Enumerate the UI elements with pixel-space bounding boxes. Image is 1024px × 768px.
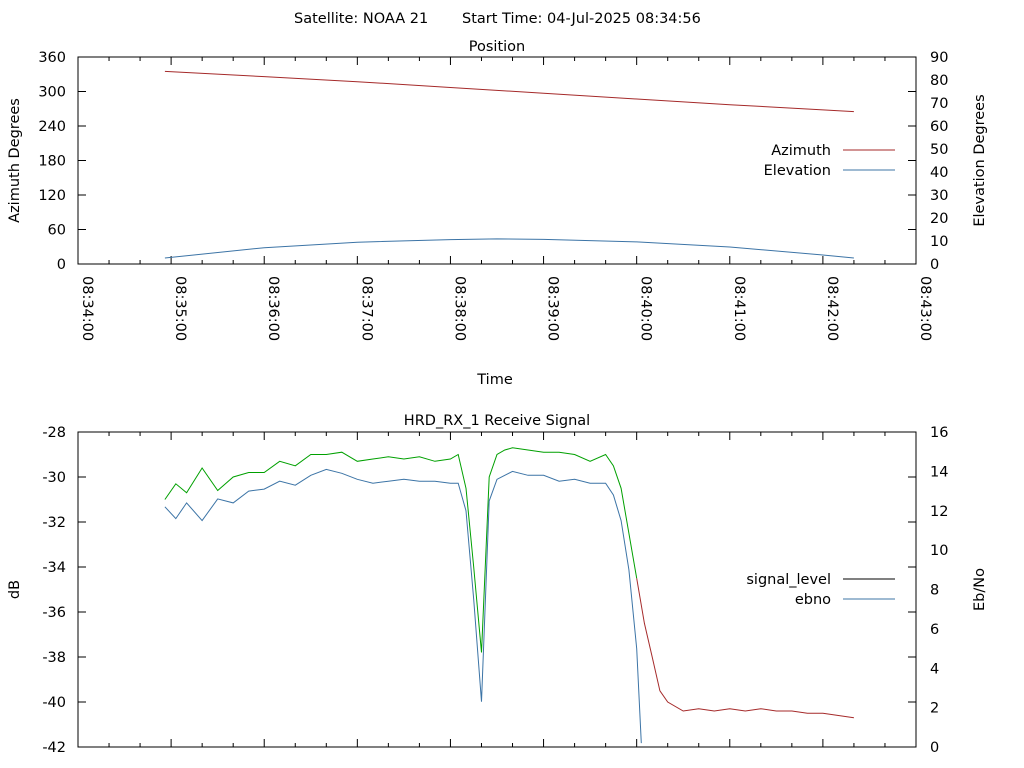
y2-axis-label: Eb/No xyxy=(972,568,988,611)
legend-label: signal_level xyxy=(746,572,831,588)
plot-title: HRD_RX_1 Receive Signal xyxy=(404,413,590,429)
position-plot: Position 0 60 120 180 240 300 360 0 10 20 30 40 50 60 7… xyxy=(7,39,988,388)
x-tick-label: 08:38:00 xyxy=(451,276,467,341)
y2-tick-label: 20 xyxy=(930,211,948,227)
y2-tick-label: 12 xyxy=(930,504,948,520)
y2-tick-label: 6 xyxy=(930,622,939,638)
azimuth-line xyxy=(164,70,854,113)
x-tick-label: 08:43:00 xyxy=(917,276,933,341)
legend-label: Elevation xyxy=(764,163,831,179)
plot-frame xyxy=(77,56,917,265)
y2-tick-label: 50 xyxy=(930,142,948,158)
y2-tick-label: 0 xyxy=(930,257,939,273)
y-tick-label: 180 xyxy=(38,154,66,170)
x-tick-label: 08:36:00 xyxy=(265,276,281,341)
figure-supertitle: Satellite: NOAA 21 Start Time: 04-Jul-20… xyxy=(294,11,701,27)
y-tick-label: -38 xyxy=(42,650,66,666)
y2-tick-label: 0 xyxy=(930,740,939,756)
y2-tick-label: 2 xyxy=(930,701,939,717)
y-tick-label: -32 xyxy=(42,515,66,531)
ebno-line xyxy=(164,468,642,744)
y2-tick-label: 70 xyxy=(930,96,948,112)
y-tick-label: 60 xyxy=(48,223,66,239)
y-tick-label: -42 xyxy=(42,740,66,756)
legend-label: Azimuth xyxy=(771,143,831,159)
y-tick-label: 120 xyxy=(38,188,66,204)
y2-tick-label: 4 xyxy=(930,661,939,677)
y2-tick-label: 90 xyxy=(930,50,948,66)
satellite-label: Satellite: NOAA 21 xyxy=(294,11,428,27)
y2-tick-label: 14 xyxy=(930,464,948,480)
y-tick-label: -34 xyxy=(42,560,66,576)
y-tick-label: 300 xyxy=(38,85,66,101)
receive-signal-plot: HRD_RX_1 Receive Signal -42 -40 -38 -36 -34 -3… xyxy=(7,413,988,756)
signal-level-line-tail xyxy=(636,578,854,719)
x-tick-label: 08:35:00 xyxy=(172,276,188,341)
x-axis-label: Time xyxy=(476,372,513,388)
x-tick-label: 08:34:00 xyxy=(79,276,95,341)
y2-tick-label: 80 xyxy=(930,73,948,89)
y-tick-label: 0 xyxy=(57,257,66,273)
x-tick-label: 08:40:00 xyxy=(638,276,654,341)
y-tick-label: 240 xyxy=(38,119,66,135)
y-tick-label: -28 xyxy=(42,425,66,441)
elevation-line xyxy=(164,238,854,259)
y2-tick-label: 10 xyxy=(930,234,948,250)
y2-axis-label: Elevation Degrees xyxy=(972,94,988,226)
start-time-label: Start Time: 04-Jul-2025 08:34:56 xyxy=(462,11,701,27)
x-tick-label: 08:39:00 xyxy=(545,276,561,341)
plot-frame xyxy=(77,431,917,748)
legend-label: ebno xyxy=(795,592,831,608)
y-tick-label: -40 xyxy=(42,695,66,711)
x-tick-label: 08:37:00 xyxy=(358,276,374,341)
y-tick-label: 360 xyxy=(38,50,66,66)
y-tick-label: -30 xyxy=(42,470,66,486)
x-tick-label: 08:41:00 xyxy=(731,276,747,341)
y2-tick-label: 8 xyxy=(930,583,939,599)
y-tick-label: -36 xyxy=(42,605,66,621)
y2-tick-label: 30 xyxy=(930,188,948,204)
x-tick-label: 08:42:00 xyxy=(824,276,840,341)
y2-tick-label: 40 xyxy=(930,165,948,181)
y2-tick-label: 10 xyxy=(930,543,948,559)
y-axis-label: Azimuth Degrees xyxy=(7,98,23,223)
y2-tick-label: 60 xyxy=(930,119,948,135)
signal-level-line-valid xyxy=(164,447,638,653)
y-axis-label: dB xyxy=(7,580,23,599)
y2-tick-label: 16 xyxy=(930,425,948,441)
plot-title: Position xyxy=(469,39,525,55)
